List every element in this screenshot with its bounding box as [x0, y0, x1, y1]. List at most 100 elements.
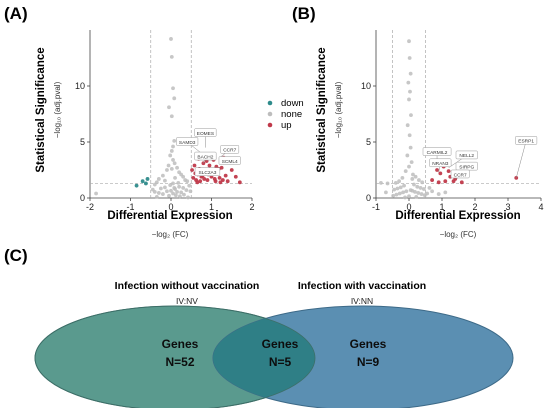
- gene-label-leader: [516, 140, 527, 178]
- venn-right-genes-count: N=9: [357, 355, 380, 369]
- legend-label-none: none: [281, 109, 302, 120]
- data-point-none: [409, 113, 413, 118]
- venn-left-genes-count: N=52: [165, 355, 194, 369]
- x-tick-label: 2: [472, 202, 477, 212]
- data-point-none: [172, 138, 177, 143]
- data-point-none: [165, 168, 169, 172]
- x-tick-label: 0: [406, 202, 411, 212]
- data-point-up: [212, 177, 217, 181]
- x-tick-label: -1: [372, 202, 380, 212]
- data-point-none: [175, 189, 179, 194]
- data-point-down: [140, 179, 145, 184]
- data-point-none: [406, 80, 411, 85]
- data-point-none: [408, 71, 413, 76]
- data-point-none: [418, 186, 423, 190]
- data-point-up: [237, 180, 242, 185]
- data-point-none: [165, 189, 169, 194]
- data-point-none: [391, 193, 396, 198]
- data-point-none: [156, 191, 161, 195]
- gene-label: SAMD3: [179, 140, 196, 146]
- data-point-none: [169, 37, 173, 41]
- data-point-none: [407, 194, 411, 199]
- data-point-up: [194, 178, 199, 182]
- data-point-up: [205, 178, 210, 182]
- data-point-none: [187, 183, 192, 188]
- gene-label-box: [194, 167, 221, 176]
- x-tick-label: 1: [439, 202, 444, 212]
- data-point-none: [397, 191, 402, 196]
- data-point-none: [181, 186, 186, 190]
- gene-label: BACH2: [197, 154, 213, 160]
- gene-label: NELL2: [459, 153, 474, 159]
- legend-swatch-down: [267, 100, 273, 106]
- data-point-none: [417, 178, 421, 182]
- data-point-none: [173, 175, 177, 180]
- data-point-none: [168, 153, 173, 158]
- data-point-up: [443, 179, 448, 184]
- data-point-none: [404, 189, 409, 194]
- data-point-none: [385, 181, 390, 186]
- data-point-up: [191, 175, 196, 180]
- data-point-none: [394, 192, 399, 197]
- data-point-none: [412, 182, 416, 187]
- data-point-none: [397, 179, 401, 184]
- data-point-none: [415, 184, 420, 189]
- data-point-none: [402, 183, 406, 188]
- gene-label-box: [176, 137, 199, 146]
- y-axis-label-a: Statistical Significance: [35, 47, 47, 172]
- data-point-none: [171, 158, 175, 162]
- y-tick-label: 10: [361, 81, 371, 91]
- data-point-none: [172, 96, 177, 101]
- venn-left-subtitle: IV:NV: [176, 296, 198, 306]
- x-axis-label-a: Differential Expression: [107, 210, 232, 222]
- data-point-none: [393, 180, 398, 185]
- data-point-none: [401, 190, 405, 195]
- venn-right-subtitle: IV:NN: [351, 296, 373, 306]
- data-point-none: [405, 123, 410, 128]
- x-tick-label: 0: [168, 202, 173, 212]
- data-point-none: [411, 172, 415, 177]
- data-point-up: [207, 163, 212, 168]
- venn-left-outline: [34, 305, 316, 408]
- data-point-none: [182, 192, 186, 197]
- data-point-none: [403, 169, 408, 174]
- data-point-none: [407, 56, 412, 60]
- gene-label-box: [218, 156, 241, 165]
- y-tick-label: 0: [366, 193, 371, 203]
- data-point-none: [175, 165, 179, 170]
- data-point-none: [407, 97, 411, 102]
- data-point-none: [171, 144, 175, 149]
- data-point-down: [143, 181, 148, 186]
- gene-label-box: [515, 136, 538, 145]
- data-point-none: [158, 186, 163, 191]
- legend-swatch-up: [267, 122, 273, 128]
- data-point-none: [403, 195, 407, 200]
- data-point-none: [94, 191, 98, 196]
- gene-label-box: [455, 150, 478, 160]
- y-axis-label-b: Statistical Significance: [316, 47, 328, 172]
- data-point-none: [161, 173, 165, 178]
- x-axis-sublabel-a: −log₂ (FC): [152, 230, 189, 239]
- data-point-none: [167, 193, 171, 198]
- legend-swatch-none: [267, 111, 273, 117]
- data-point-none: [168, 183, 173, 188]
- x-axis-sublabel-b: −log₂ (FC): [440, 230, 477, 239]
- venn-center-genes-label: Genes: [262, 337, 299, 351]
- data-point-up: [438, 171, 443, 176]
- venn-right-title: Infection with vaccination: [298, 280, 426, 292]
- data-point-up: [198, 179, 203, 184]
- data-point-up: [446, 169, 451, 174]
- data-point-none: [398, 185, 403, 190]
- data-point-none: [413, 189, 417, 194]
- data-point-up: [218, 180, 223, 185]
- x-axis-label-b: Differential Expression: [395, 210, 520, 222]
- gene-label: SIRPG: [459, 164, 474, 170]
- venn-right-genes-label: Genes: [350, 337, 387, 351]
- data-point-up: [192, 163, 197, 168]
- data-point-none: [176, 180, 181, 185]
- data-point-none: [427, 186, 432, 190]
- data-point-none: [443, 190, 448, 195]
- data-point-none: [152, 182, 157, 187]
- legend-a: down: [267, 98, 304, 109]
